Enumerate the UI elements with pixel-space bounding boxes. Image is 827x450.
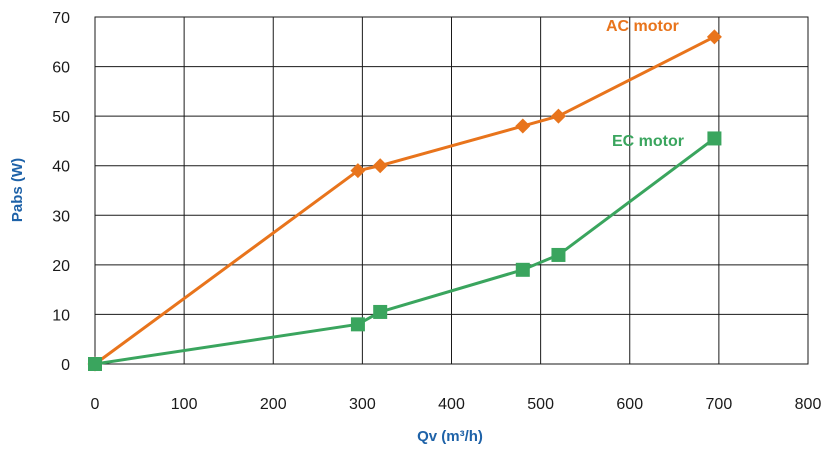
data-point-ec-motor-2 — [373, 304, 388, 319]
y-tick-label-70: 70 — [52, 10, 70, 27]
data-point-ec-motor-1 — [350, 317, 365, 332]
y-axis-title: Pabs (W) — [9, 158, 26, 222]
x-axis-ticks: 0 100 200 300 400 500 600 700 800 — [91, 396, 822, 413]
y-tick-label-20: 20 — [52, 258, 70, 275]
data-point-ec-motor-0 — [88, 357, 102, 371]
data-point-ec-motor-3 — [515, 262, 530, 277]
x-tick-label-700: 700 — [706, 396, 733, 413]
x-tick-label-300: 300 — [349, 396, 376, 413]
x-tick-label-600: 600 — [616, 396, 643, 413]
y-tick-label-50: 50 — [52, 109, 70, 126]
series-line-ec-motor — [94, 137, 716, 366]
data-point-ac-motor-2 — [372, 158, 388, 174]
y-tick-label-60: 60 — [52, 60, 70, 77]
data-point-ac-motor-4 — [550, 108, 566, 124]
series-label-ec-motor: EC motor — [612, 133, 684, 150]
x-tick-label-500: 500 — [527, 396, 554, 413]
data-point-ac-motor-3 — [515, 118, 531, 134]
plot-frame — [94, 16, 809, 365]
series-line-ac-motor — [94, 35, 716, 366]
data-point-ec-motor-5 — [707, 131, 722, 146]
series-layer — [87, 29, 722, 372]
y-axis-ticks: 0 10 20 30 40 50 60 70 — [52, 10, 70, 374]
x-tick-label-200: 200 — [260, 396, 287, 413]
y-tick-label-10: 10 — [52, 307, 70, 324]
x-tick-label-400: 400 — [438, 396, 465, 413]
data-point-ec-motor-4 — [551, 247, 566, 262]
series-ac-motor — [87, 29, 722, 372]
y-tick-label-40: 40 — [52, 159, 70, 176]
y-tick-label-30: 30 — [52, 208, 70, 225]
data-point-ac-motor-5 — [706, 29, 722, 45]
grid — [94, 16, 809, 365]
y-tick-label-0: 0 — [61, 357, 70, 374]
x-tick-label-800: 800 — [795, 396, 822, 413]
x-axis-title: Qv (m³/h) — [417, 428, 483, 445]
x-tick-label-0: 0 — [91, 396, 100, 413]
x-tick-label-100: 100 — [171, 396, 198, 413]
series-label-ac-motor: AC motor — [606, 18, 679, 35]
data-point-ac-motor-1 — [350, 163, 366, 179]
series-ec-motor — [88, 131, 722, 371]
